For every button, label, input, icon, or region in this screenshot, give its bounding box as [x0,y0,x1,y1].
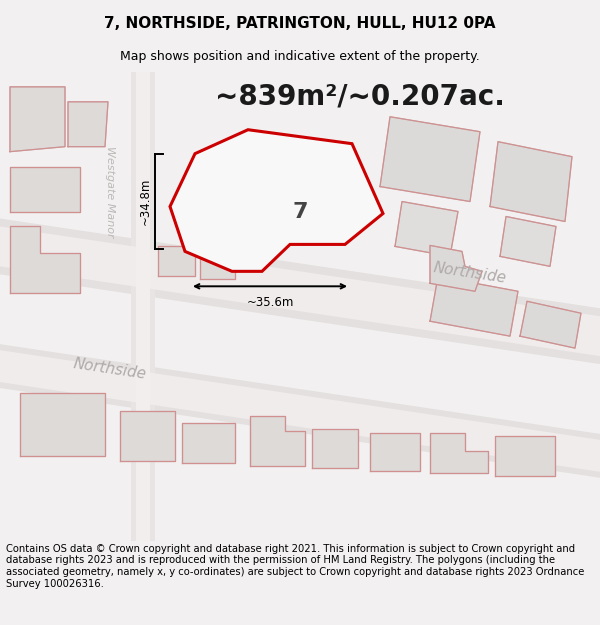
Polygon shape [520,301,581,348]
Polygon shape [182,423,235,463]
Polygon shape [0,226,600,356]
Polygon shape [68,102,108,147]
Text: Westgate Manor: Westgate Manor [105,146,115,238]
Polygon shape [158,246,195,276]
Polygon shape [10,226,80,293]
Text: 7: 7 [292,201,308,221]
Text: Map shows position and indicative extent of the property.: Map shows position and indicative extent… [120,49,480,62]
Polygon shape [10,167,80,211]
Polygon shape [20,393,105,456]
Polygon shape [495,436,555,476]
Text: 7, NORTHSIDE, PATRINGTON, HULL, HU12 0PA: 7, NORTHSIDE, PATRINGTON, HULL, HU12 0PA [104,16,496,31]
Text: ~34.8m: ~34.8m [139,178,152,225]
Polygon shape [500,216,556,266]
Polygon shape [170,130,383,271]
Text: ~839m²/~0.207ac.: ~839m²/~0.207ac. [215,82,505,111]
Bar [131,72,155,541]
Polygon shape [430,276,518,336]
Polygon shape [250,416,305,466]
Text: Contains OS data © Crown copyright and database right 2021. This information is : Contains OS data © Crown copyright and d… [6,544,584,589]
Text: ~35.6m: ~35.6m [247,296,293,309]
Text: Northside: Northside [73,356,148,382]
Polygon shape [200,251,235,279]
Polygon shape [430,246,482,291]
Bar [136,72,150,541]
Polygon shape [370,433,420,471]
Polygon shape [395,201,458,256]
Polygon shape [380,117,480,201]
Polygon shape [120,411,175,461]
Polygon shape [0,344,600,478]
Polygon shape [490,142,572,221]
Polygon shape [312,429,358,468]
Polygon shape [0,350,600,472]
Polygon shape [0,219,600,364]
Polygon shape [10,87,65,152]
Polygon shape [430,433,488,472]
Text: Northside: Northside [433,261,508,286]
